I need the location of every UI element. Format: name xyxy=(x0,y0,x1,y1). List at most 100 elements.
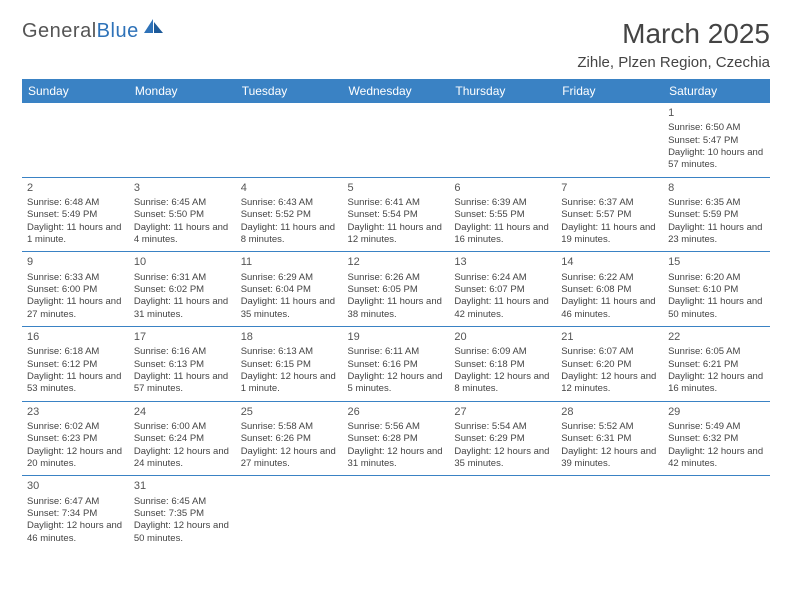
daylight-text: Daylight: 12 hours and 27 minutes. xyxy=(241,446,338,471)
daylight-text: Daylight: 11 hours and 35 minutes. xyxy=(241,296,338,321)
calendar-cell: 7Sunrise: 6:37 AMSunset: 5:57 PMDaylight… xyxy=(556,177,663,252)
location-text: Zihle, Plzen Region, Czechia xyxy=(577,54,770,71)
calendar-cell: 2Sunrise: 6:48 AMSunset: 5:49 PMDaylight… xyxy=(22,177,129,252)
daylight-text: Daylight: 12 hours and 12 minutes. xyxy=(561,371,658,396)
sunset-text: Sunset: 6:04 PM xyxy=(241,284,338,296)
day-number: 14 xyxy=(561,255,658,269)
calendar-cell: 20Sunrise: 6:09 AMSunset: 6:18 PMDayligh… xyxy=(449,327,556,402)
sunrise-text: Sunrise: 6:45 AM xyxy=(134,197,231,209)
weekday-header: Wednesday xyxy=(343,79,450,103)
sunset-text: Sunset: 6:15 PM xyxy=(241,359,338,371)
sunrise-text: Sunrise: 6:20 AM xyxy=(668,272,765,284)
calendar-row: 9Sunrise: 6:33 AMSunset: 6:00 PMDaylight… xyxy=(22,252,770,327)
sunset-text: Sunset: 5:54 PM xyxy=(348,209,445,221)
calendar-cell xyxy=(129,103,236,177)
calendar-cell xyxy=(449,476,556,550)
calendar-cell: 19Sunrise: 6:11 AMSunset: 6:16 PMDayligh… xyxy=(343,327,450,402)
daylight-text: Daylight: 11 hours and 19 minutes. xyxy=(561,222,658,247)
sunset-text: Sunset: 6:24 PM xyxy=(134,433,231,445)
calendar-cell: 10Sunrise: 6:31 AMSunset: 6:02 PMDayligh… xyxy=(129,252,236,327)
sunrise-text: Sunrise: 6:13 AM xyxy=(241,346,338,358)
sunset-text: Sunset: 6:31 PM xyxy=(561,433,658,445)
daylight-text: Daylight: 12 hours and 31 minutes. xyxy=(348,446,445,471)
sunset-text: Sunset: 6:02 PM xyxy=(134,284,231,296)
daylight-text: Daylight: 11 hours and 53 minutes. xyxy=(27,371,124,396)
sunset-text: Sunset: 7:34 PM xyxy=(27,508,124,520)
sunset-text: Sunset: 6:12 PM xyxy=(27,359,124,371)
daylight-text: Daylight: 12 hours and 46 minutes. xyxy=(27,520,124,545)
day-number: 9 xyxy=(27,255,124,269)
sunrise-text: Sunrise: 6:48 AM xyxy=(27,197,124,209)
daylight-text: Daylight: 11 hours and 12 minutes. xyxy=(348,222,445,247)
sail-icon xyxy=(143,18,165,42)
day-number: 18 xyxy=(241,330,338,344)
daylight-text: Daylight: 11 hours and 57 minutes. xyxy=(134,371,231,396)
calendar-cell xyxy=(556,476,663,550)
sunrise-text: Sunrise: 6:16 AM xyxy=(134,346,231,358)
sunset-text: Sunset: 6:23 PM xyxy=(27,433,124,445)
calendar-cell xyxy=(236,103,343,177)
sunset-text: Sunset: 5:50 PM xyxy=(134,209,231,221)
day-number: 27 xyxy=(454,405,551,419)
sunset-text: Sunset: 6:07 PM xyxy=(454,284,551,296)
daylight-text: Daylight: 11 hours and 31 minutes. xyxy=(134,296,231,321)
sunrise-text: Sunrise: 6:26 AM xyxy=(348,272,445,284)
day-number: 2 xyxy=(27,181,124,195)
daylight-text: Daylight: 11 hours and 4 minutes. xyxy=(134,222,231,247)
sunrise-text: Sunrise: 6:50 AM xyxy=(668,122,765,134)
daylight-text: Daylight: 11 hours and 23 minutes. xyxy=(668,222,765,247)
calendar-cell xyxy=(556,103,663,177)
sunset-text: Sunset: 6:10 PM xyxy=(668,284,765,296)
calendar-row: 23Sunrise: 6:02 AMSunset: 6:23 PMDayligh… xyxy=(22,401,770,476)
daylight-text: Daylight: 12 hours and 50 minutes. xyxy=(134,520,231,545)
sunset-text: Sunset: 5:55 PM xyxy=(454,209,551,221)
calendar-cell: 9Sunrise: 6:33 AMSunset: 6:00 PMDaylight… xyxy=(22,252,129,327)
calendar-cell: 15Sunrise: 6:20 AMSunset: 6:10 PMDayligh… xyxy=(663,252,770,327)
sunrise-text: Sunrise: 6:47 AM xyxy=(27,496,124,508)
day-number: 15 xyxy=(668,255,765,269)
calendar-row: 30Sunrise: 6:47 AMSunset: 7:34 PMDayligh… xyxy=(22,476,770,550)
day-number: 17 xyxy=(134,330,231,344)
calendar-cell: 12Sunrise: 6:26 AMSunset: 6:05 PMDayligh… xyxy=(343,252,450,327)
sunset-text: Sunset: 6:00 PM xyxy=(27,284,124,296)
day-number: 23 xyxy=(27,405,124,419)
daylight-text: Daylight: 11 hours and 16 minutes. xyxy=(454,222,551,247)
day-number: 13 xyxy=(454,255,551,269)
calendar-cell: 17Sunrise: 6:16 AMSunset: 6:13 PMDayligh… xyxy=(129,327,236,402)
logo-text-general: General xyxy=(22,20,97,43)
day-number: 1 xyxy=(668,106,765,120)
sunset-text: Sunset: 6:16 PM xyxy=(348,359,445,371)
calendar-row: 2Sunrise: 6:48 AMSunset: 5:49 PMDaylight… xyxy=(22,177,770,252)
calendar-cell: 13Sunrise: 6:24 AMSunset: 6:07 PMDayligh… xyxy=(449,252,556,327)
daylight-text: Daylight: 12 hours and 20 minutes. xyxy=(27,446,124,471)
sunset-text: Sunset: 5:57 PM xyxy=(561,209,658,221)
daylight-text: Daylight: 12 hours and 16 minutes. xyxy=(668,371,765,396)
sunset-text: Sunset: 6:08 PM xyxy=(561,284,658,296)
weekday-header: Thursday xyxy=(449,79,556,103)
daylight-text: Daylight: 11 hours and 8 minutes. xyxy=(241,222,338,247)
daylight-text: Daylight: 11 hours and 27 minutes. xyxy=(27,296,124,321)
weekday-header: Friday xyxy=(556,79,663,103)
day-number: 26 xyxy=(348,405,445,419)
sunset-text: Sunset: 6:29 PM xyxy=(454,433,551,445)
sunrise-text: Sunrise: 6:37 AM xyxy=(561,197,658,209)
day-number: 6 xyxy=(454,181,551,195)
day-number: 12 xyxy=(348,255,445,269)
sunrise-text: Sunrise: 6:07 AM xyxy=(561,346,658,358)
sunrise-text: Sunrise: 6:41 AM xyxy=(348,197,445,209)
day-number: 22 xyxy=(668,330,765,344)
daylight-text: Daylight: 11 hours and 46 minutes. xyxy=(561,296,658,321)
day-number: 30 xyxy=(27,479,124,493)
day-number: 8 xyxy=(668,181,765,195)
weekday-row: Sunday Monday Tuesday Wednesday Thursday… xyxy=(22,79,770,103)
calendar-cell: 22Sunrise: 6:05 AMSunset: 6:21 PMDayligh… xyxy=(663,327,770,402)
calendar-row: 16Sunrise: 6:18 AMSunset: 6:12 PMDayligh… xyxy=(22,327,770,402)
sunrise-text: Sunrise: 6:02 AM xyxy=(27,421,124,433)
calendar-cell: 16Sunrise: 6:18 AMSunset: 6:12 PMDayligh… xyxy=(22,327,129,402)
sunset-text: Sunset: 6:32 PM xyxy=(668,433,765,445)
logo: GeneralBlue xyxy=(22,18,165,44)
sunrise-text: Sunrise: 6:11 AM xyxy=(348,346,445,358)
weekday-header: Sunday xyxy=(22,79,129,103)
sunset-text: Sunset: 7:35 PM xyxy=(134,508,231,520)
daylight-text: Daylight: 12 hours and 24 minutes. xyxy=(134,446,231,471)
